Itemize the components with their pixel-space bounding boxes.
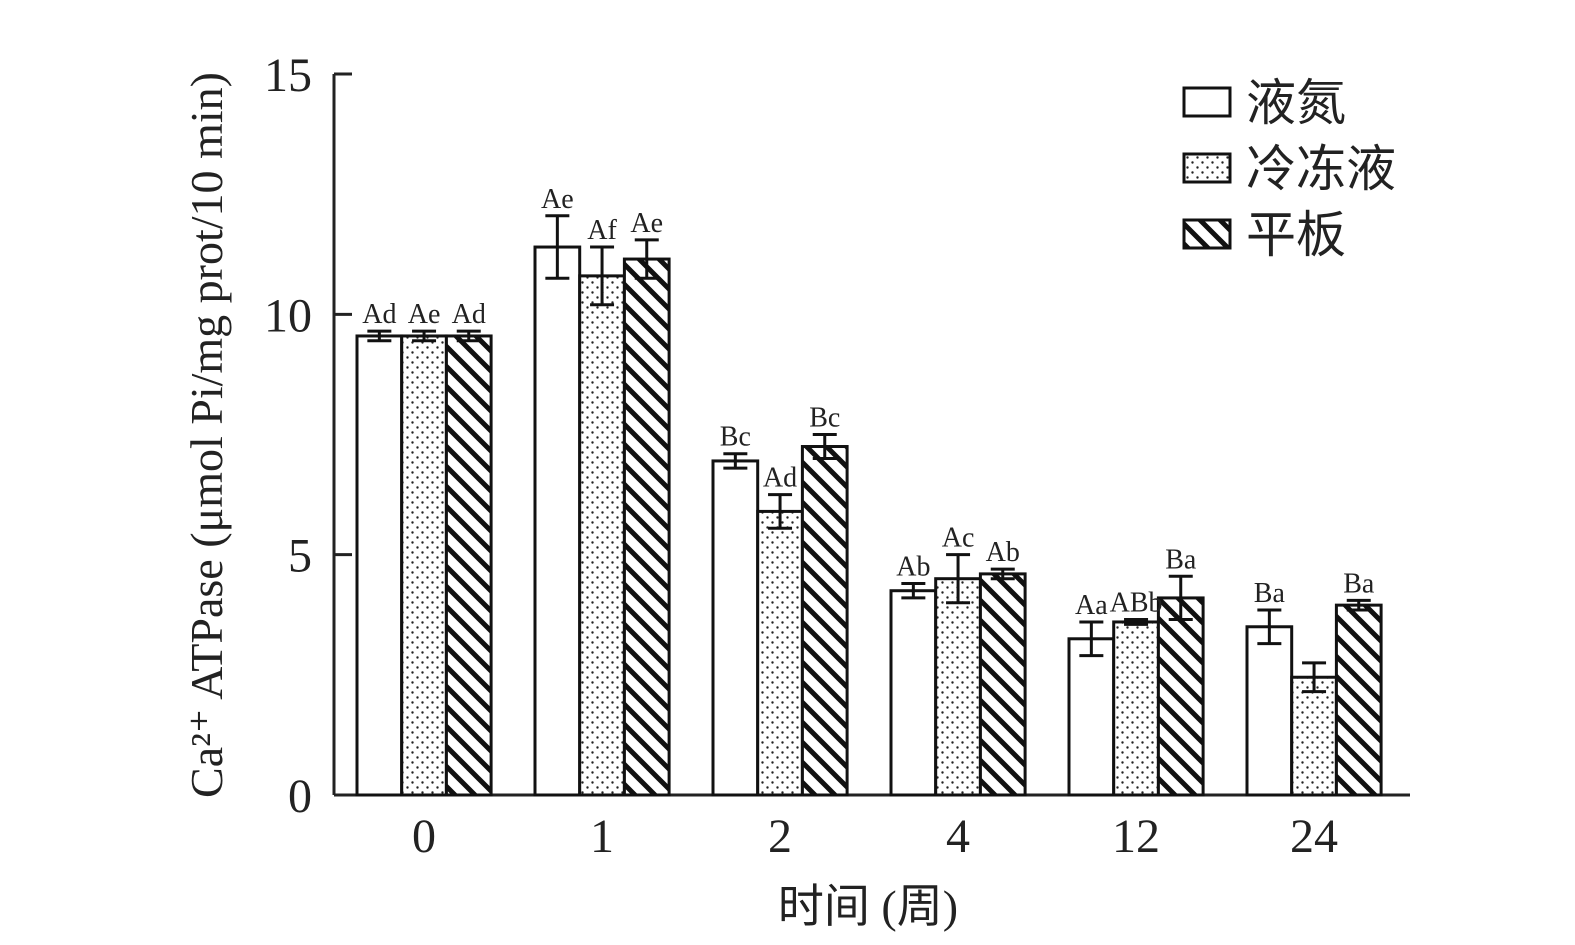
bar [978, 572, 1027, 797]
bar [1290, 675, 1338, 797]
bar [711, 459, 760, 797]
significance-label: ABb [1110, 588, 1163, 619]
legend-swatch [1182, 152, 1232, 184]
significance-label: Ba [1165, 544, 1197, 575]
bar [400, 334, 448, 797]
y-tick-label: 5 [288, 530, 312, 583]
bar [1112, 620, 1160, 797]
bar [1156, 596, 1205, 797]
significance-label: Ae [541, 184, 574, 215]
significance-label: Ba [1343, 568, 1375, 599]
significance-labels-group: Ad Ae Bc Ab Aa Ba Ae Af Ad Ac ABb Ad Ae Bc Ab Ba Ba [362, 184, 1375, 621]
bar [1334, 603, 1383, 797]
bar [889, 589, 938, 797]
legend-swatch [1182, 86, 1232, 118]
significance-label: Ab [986, 537, 1020, 568]
legend-label: 冷冻液 [1246, 141, 1396, 197]
y-axis-title: Ca²⁺ ATPase (μmol Pi/mg prot/10 min) [181, 72, 232, 798]
x-tick-label: 12 [1112, 810, 1160, 863]
x-tick-label: 0 [412, 810, 436, 863]
x-tick-label: 2 [768, 810, 792, 863]
legend-swatch [1182, 218, 1232, 250]
bar [1067, 637, 1116, 797]
bar [934, 577, 982, 797]
bar [800, 445, 849, 797]
bar [533, 245, 582, 797]
bar-series-group [355, 245, 1383, 797]
significance-label: Bc [809, 403, 840, 434]
significance-label: Ac [942, 523, 975, 554]
significance-label: Aa [1075, 590, 1108, 621]
x-tick-label: 24 [1290, 810, 1338, 863]
y-tick-label: 10 [264, 289, 312, 342]
significance-label: Ae [630, 208, 663, 239]
significance-label: Ad [763, 463, 797, 494]
bar [622, 257, 671, 797]
x-tick-label: 4 [946, 810, 970, 863]
bar [756, 509, 804, 797]
bar [1245, 625, 1294, 797]
significance-label: Ad [362, 299, 396, 330]
y-axis: 0 5 10 15 [264, 49, 352, 823]
bar [444, 334, 493, 797]
significance-label: Ba [1254, 578, 1286, 609]
y-tick-label: 0 [288, 770, 312, 823]
significance-label: Ad [452, 299, 486, 330]
x-tick-label: 1 [590, 810, 614, 863]
bar [355, 334, 404, 797]
x-axis-title: 时间 (周) [778, 881, 958, 932]
significance-label: Bc [720, 422, 751, 453]
significance-label: Ab [896, 552, 930, 583]
significance-label: Ae [408, 299, 441, 330]
significance-label: Af [587, 215, 617, 246]
error-bars-group [367, 214, 1371, 694]
legend-label: 液氮 [1246, 75, 1346, 131]
y-tick-label: 15 [264, 49, 312, 102]
legend-label: 平板 [1246, 207, 1346, 263]
x-axis: 0 1 2 4 12 24 [334, 793, 1410, 863]
bar [578, 274, 626, 797]
